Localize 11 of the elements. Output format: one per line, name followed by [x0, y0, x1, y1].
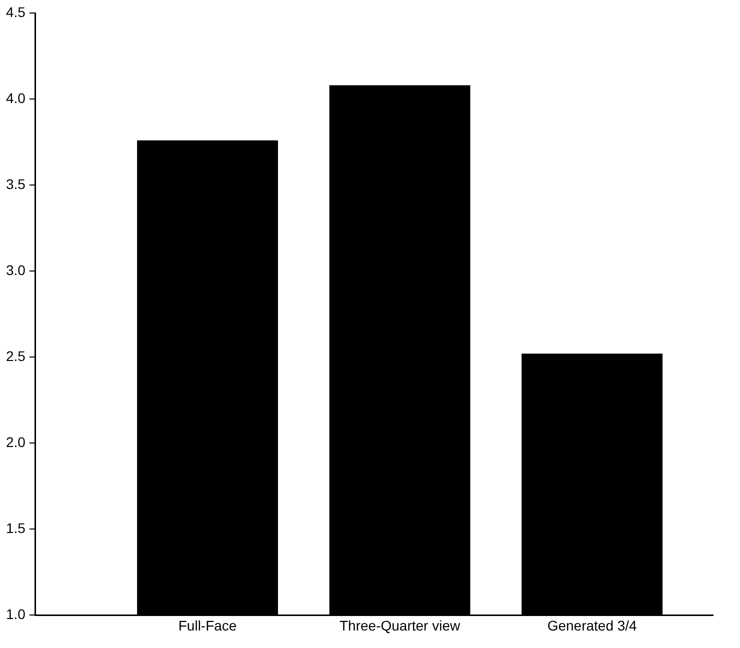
y-tick-label: 3.5 — [6, 176, 26, 192]
x-tick-label: Full-Face — [178, 617, 237, 634]
y-tick-label: 1.5 — [6, 520, 26, 536]
x-tick-label: Generated 3/4 — [547, 617, 638, 634]
y-tick-label: 2.5 — [6, 348, 26, 364]
x-tick-label: Three-Quarter view — [340, 617, 461, 634]
y-tick-label: 2.0 — [6, 434, 26, 450]
y-tick-label: 4.0 — [6, 90, 26, 106]
y-tick-label: 3.0 — [6, 262, 26, 278]
y-tick-label: 4.5 — [6, 4, 26, 20]
y-tick-label: 1.0 — [6, 606, 26, 622]
